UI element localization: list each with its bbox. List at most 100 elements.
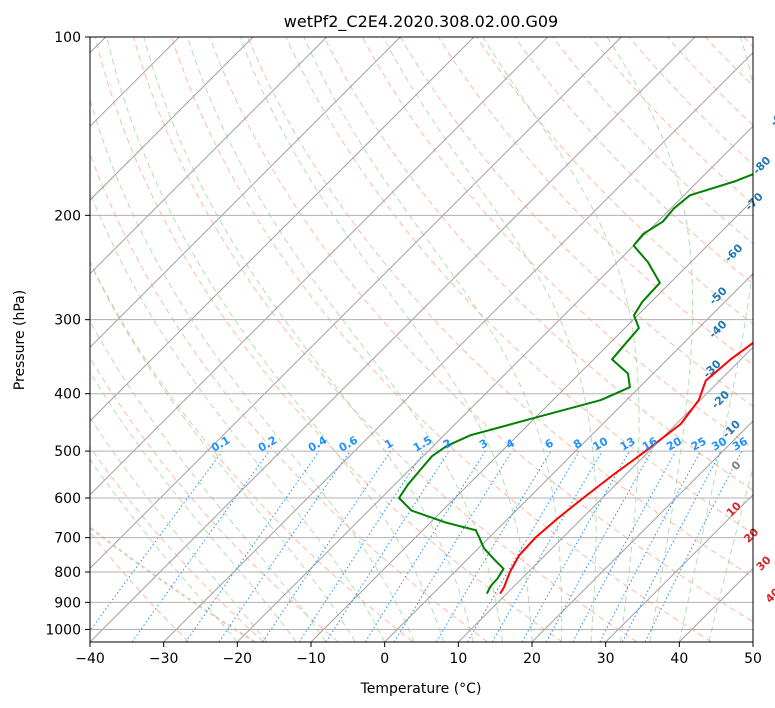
isotherm-line xyxy=(531,420,753,642)
isotherm-line xyxy=(163,51,753,642)
moist-adiabat xyxy=(90,371,297,642)
y-tick-label: 200 xyxy=(54,208,81,224)
moist-adiabat xyxy=(606,37,694,642)
dry-adiabat xyxy=(476,37,753,325)
x-tick-label: 50 xyxy=(744,651,762,667)
x-tick-label: 10 xyxy=(449,651,467,667)
isotherm-line xyxy=(90,37,475,422)
dry-adiabat xyxy=(171,37,713,642)
y-tick-label: 400 xyxy=(54,387,81,403)
line-labels: 0.10.20.40.611.52346810131620253036-100-… xyxy=(209,106,775,606)
y-tick-label: 600 xyxy=(54,491,81,507)
y-tick-label: 1000 xyxy=(45,622,81,638)
dry-adiabat xyxy=(438,37,753,366)
mixing-ratio-label: 6 xyxy=(543,436,556,451)
moist-adiabat-label: 0 xyxy=(729,458,744,473)
isotherm-line xyxy=(236,125,753,642)
x-tick-label: −30 xyxy=(149,651,179,667)
x-tick-label: 40 xyxy=(670,651,688,667)
y-tick-label: 700 xyxy=(54,531,81,547)
x-tick-label: −20 xyxy=(223,651,253,667)
moist-adiabat xyxy=(106,37,445,642)
x-axis: −40 −30 −20 −10 0 10 20 30 40 50 xyxy=(75,642,762,667)
isotherm-line xyxy=(90,37,622,570)
isotherm-line xyxy=(90,37,401,349)
wet-bulb-curve xyxy=(90,526,256,642)
profile-series-1 xyxy=(499,341,753,595)
moist-adiabat xyxy=(708,465,753,642)
moist-adiabat xyxy=(90,261,356,642)
dry-adiabat xyxy=(90,260,414,642)
dry-adiabat xyxy=(90,531,190,642)
series-layer xyxy=(398,173,753,595)
mixing-ratio-line xyxy=(325,450,450,642)
isotherm-line xyxy=(90,37,328,275)
moist-adiabat-label: -50 xyxy=(707,284,730,307)
dry-adiabat xyxy=(552,37,753,245)
moist-adiabat-label: -80 xyxy=(750,154,773,177)
x-tick-label: −10 xyxy=(296,651,326,667)
x-axis-label: Temperature (°C) xyxy=(360,681,482,697)
moist-adiabat xyxy=(482,37,640,642)
moist-adiabat xyxy=(90,458,238,642)
chart-title: wetPf2_C2E4.2020.308.02.00.G09 xyxy=(284,12,558,32)
isotherm-line xyxy=(384,272,753,642)
plot-frame xyxy=(89,36,754,643)
isotherm-line xyxy=(457,346,753,642)
profile-series-2 xyxy=(398,173,753,595)
dry-adiabat xyxy=(285,37,753,535)
moist-adiabat-label: 30 xyxy=(754,553,774,573)
isotherm-line xyxy=(678,567,753,642)
mixing-ratio-line xyxy=(644,450,743,642)
background-lines xyxy=(90,37,753,642)
mixing-ratio-line xyxy=(90,450,223,632)
x-tick-label: −40 xyxy=(75,651,105,667)
dry-adiabat xyxy=(94,37,563,642)
y-tick-label: 100 xyxy=(54,30,81,46)
moist-adiabat-label: -90 xyxy=(768,106,775,129)
isotherm-line xyxy=(310,199,753,642)
dry-adiabat xyxy=(590,37,753,205)
moist-adiabat xyxy=(303,37,563,642)
y-tick-label: 300 xyxy=(54,313,81,329)
moist-adiabat-label: -70 xyxy=(743,190,766,213)
dry-adiabat xyxy=(514,37,753,285)
y-tick-label: 500 xyxy=(54,444,81,460)
dry-adiabat xyxy=(323,37,753,491)
moist-adiabat-label: -30 xyxy=(701,357,724,380)
moist-adiabat xyxy=(143,37,474,642)
moist-adiabat xyxy=(187,37,504,642)
mixing-ratio-line xyxy=(393,450,513,642)
isotherm-line xyxy=(752,641,753,642)
y-tick-label: 800 xyxy=(54,565,81,581)
x-tick-label: 20 xyxy=(523,651,541,667)
isotherm-line xyxy=(605,493,753,642)
dry-adiabat xyxy=(132,37,638,642)
mixing-ratio-line xyxy=(364,450,486,642)
moist-adiabat xyxy=(90,416,268,642)
mixing-ratio-line xyxy=(131,450,270,642)
mixing-ratio-line xyxy=(262,450,392,642)
dry-adiabat xyxy=(743,37,753,48)
y-tick-label: 900 xyxy=(54,595,81,611)
mixing-ratio-line xyxy=(218,450,351,642)
isotherm-line xyxy=(90,37,696,642)
isotherm-line xyxy=(90,37,254,201)
isotherm-line xyxy=(90,37,549,496)
dry-adiabat xyxy=(247,37,753,578)
moist-adiabat xyxy=(678,37,753,642)
mixing-ratio-line xyxy=(298,450,425,642)
dry-adiabat xyxy=(90,356,339,642)
y-axis-label: Pressure (hPa) xyxy=(12,290,28,390)
x-tick-label: 0 xyxy=(380,651,389,667)
mixing-ratio-line xyxy=(572,450,677,642)
mixing-ratio-line xyxy=(599,450,701,642)
y-axis: 100 200 300 400 500 600 700 800 900 1000 xyxy=(45,30,90,638)
moist-adiabat xyxy=(90,320,327,642)
mixing-ratio-line xyxy=(185,450,320,642)
moist-adiabat-label: 40 xyxy=(763,585,775,605)
mixing-ratio-line xyxy=(545,450,653,642)
mixing-ratio-line xyxy=(521,450,630,642)
